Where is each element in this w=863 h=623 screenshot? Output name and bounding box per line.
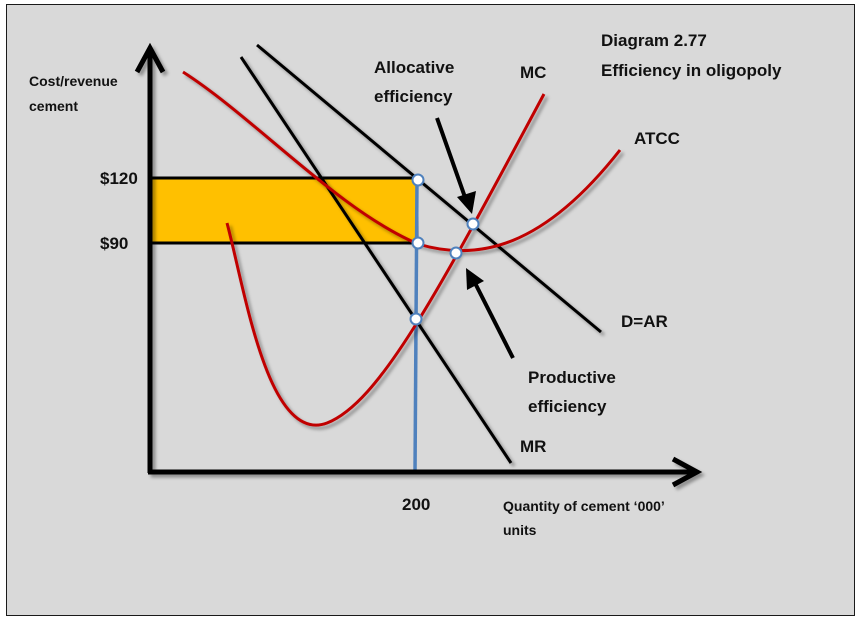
allocative-efficiency-marker: [466, 217, 480, 231]
mr-curve: [239, 56, 513, 464]
tick-price-low: $90: [100, 234, 128, 253]
diagram-title-line1: Diagram 2.77: [601, 31, 707, 50]
atc-point-marker: [411, 236, 425, 250]
revenue-curves: [239, 43, 602, 464]
axes: [134, 42, 703, 488]
productive-efficiency-marker: [449, 246, 463, 260]
productive-label-line2: efficiency: [528, 397, 607, 416]
diagram-title-line2: Efficiency in oligopoly: [601, 61, 782, 80]
x-axis-label-line2: units: [503, 522, 537, 538]
mc-curve: [225, 93, 546, 427]
intersection-markers: [409, 173, 480, 326]
mr-label: MR: [520, 437, 546, 456]
mc-label: MC: [520, 63, 546, 82]
productive-label-line1: Productive: [528, 368, 616, 387]
tick-price-high: $120: [100, 169, 138, 188]
allocative-label-line2: efficiency: [374, 87, 453, 106]
atcc-label: ATCC: [634, 129, 680, 148]
demand-label: D=AR: [621, 312, 668, 331]
x-axis-arrowhead: [671, 456, 703, 488]
demand-curve: [256, 43, 602, 334]
tick-quantity: 200: [402, 495, 430, 514]
allocative-arrowhead: [457, 191, 476, 214]
productive-arrowhead: [466, 268, 484, 290]
productive-arrow-shaft: [473, 282, 515, 359]
x-axis-label-line1: Quantity of cement ‘000’: [503, 498, 665, 514]
y-axis-arrowhead: [134, 42, 166, 74]
price-point-marker: [411, 173, 425, 187]
allocative-arrow-shaft: [435, 117, 468, 201]
mc-mr-marker: [409, 312, 423, 326]
y-axis-label-line1: Cost/revenue: [29, 73, 118, 89]
allocative-label-line1: Allocative: [374, 58, 454, 77]
profit-area: [148, 176, 419, 245]
y-axis-label-line2: cement: [29, 98, 78, 114]
annotation-arrows: [435, 117, 515, 359]
